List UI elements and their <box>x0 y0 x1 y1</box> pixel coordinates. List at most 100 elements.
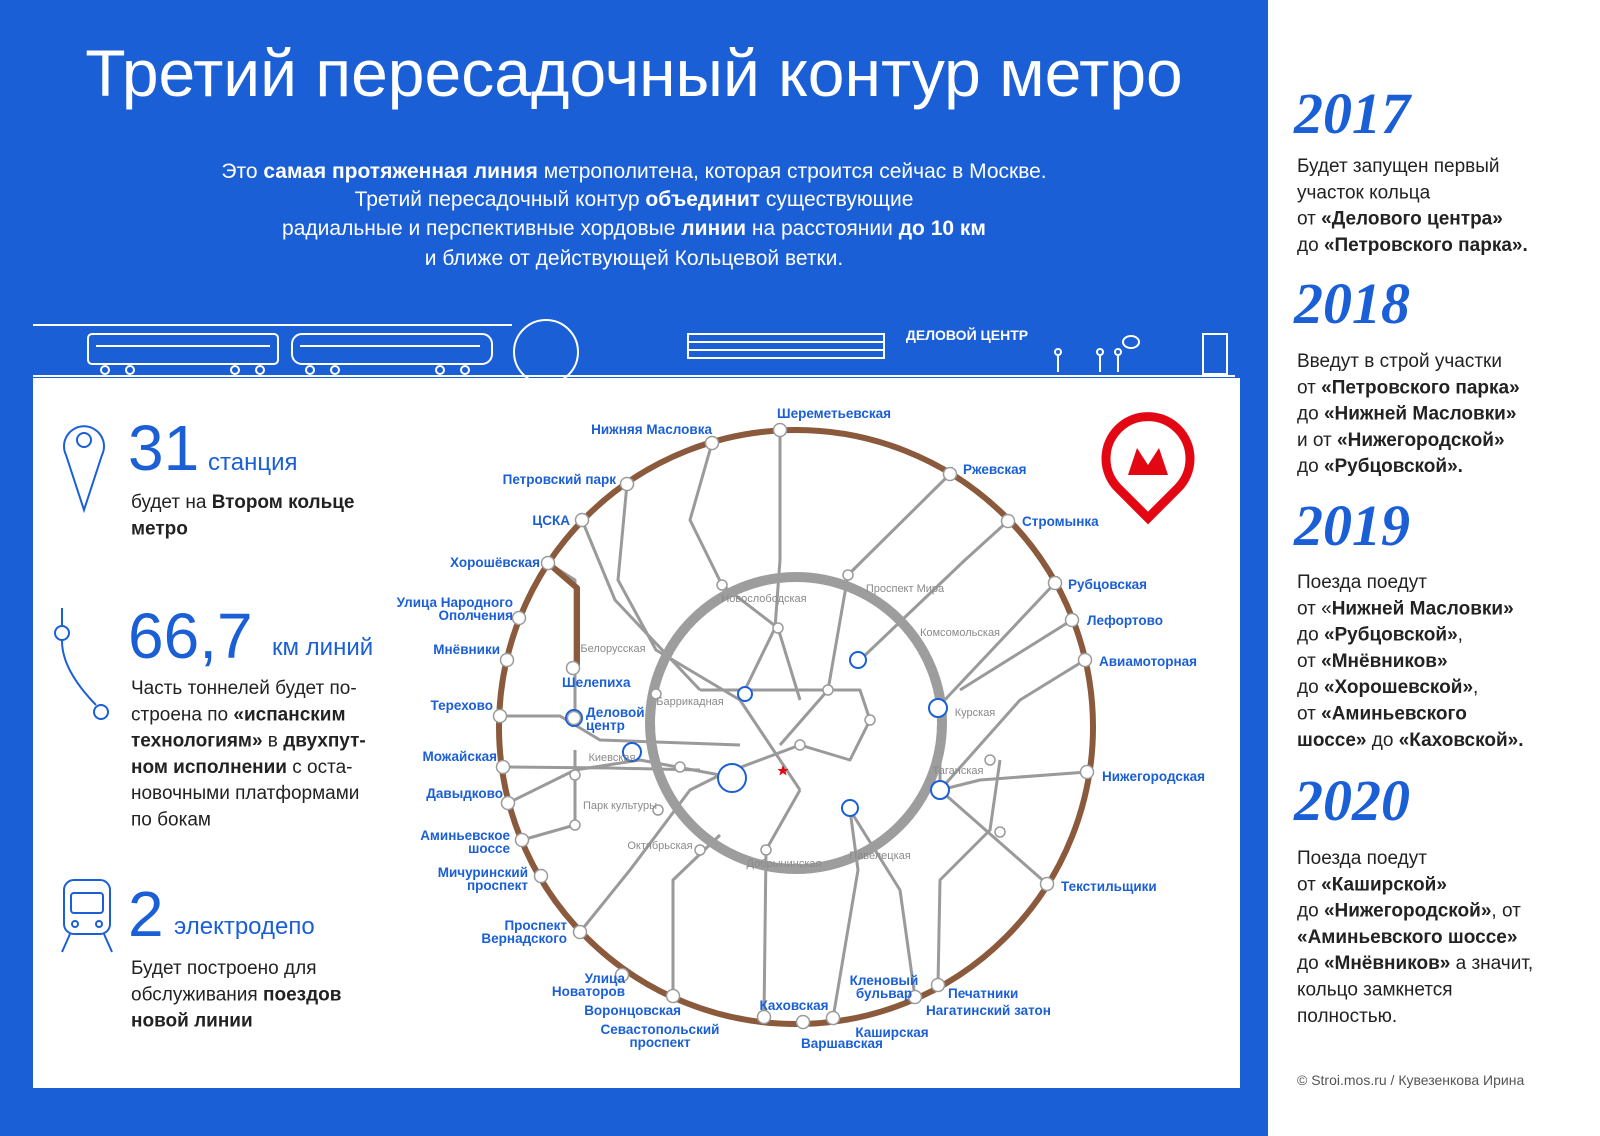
station-dot <box>1047 575 1063 591</box>
text: до <box>1297 456 1324 477</box>
station-label: Лефортово <box>1087 613 1163 628</box>
bold-text: «испанским <box>233 704 345 725</box>
station-label: Аминьевское шоссе <box>420 828 510 856</box>
station-dot <box>614 967 630 983</box>
station-label-line: Вернадского <box>481 931 567 946</box>
pin-icon <box>63 425 105 514</box>
station-label-line: Улица Народного <box>397 595 513 610</box>
timeline-text: до «Нижегородской», от <box>1297 901 1521 922</box>
text: до <box>1297 404 1324 425</box>
text: а значит, <box>1450 953 1533 974</box>
intro-line: Это самая протяженная линия метрополитен… <box>221 160 1046 183</box>
stat-text: по бокам <box>131 810 211 831</box>
bold-text: «Хорошевской» <box>1324 677 1473 698</box>
station-dot <box>825 1010 841 1026</box>
station-label: Шелепиха <box>562 675 631 690</box>
stat-text: будет на Втором кольце <box>131 492 355 513</box>
station-label: Воронцовская <box>584 1003 681 1018</box>
station-dot <box>514 832 530 848</box>
text: и ближе от действующей Кольцевой ветки. <box>425 247 843 270</box>
bold-text: объединит <box>645 188 760 211</box>
station-dot <box>540 555 556 571</box>
text: обслуживания <box>131 984 263 1005</box>
station-label-line: Улица <box>585 971 626 986</box>
text: Введут в строй участки <box>1297 351 1502 372</box>
station-label-line: проспект <box>467 878 528 893</box>
stat-text: ном исполнении с оста- <box>131 757 353 778</box>
timeline-text: Поезда поедут <box>1297 572 1427 593</box>
route-icon <box>54 608 109 720</box>
station-label-line: бульвар <box>856 986 912 1001</box>
text: до <box>1297 625 1324 646</box>
text: строена по <box>131 704 233 725</box>
station-dot <box>1077 652 1093 668</box>
text: Часть тоннелей будет по- <box>131 678 357 699</box>
text: , <box>1458 625 1463 646</box>
station-label-line: шоссе <box>468 841 510 856</box>
station-dot <box>1000 513 1016 529</box>
bold-text: «Аминьевского <box>1321 704 1467 725</box>
stat-text: технологиям» в двухпут- <box>131 731 366 752</box>
station-label-line: центр <box>586 718 625 733</box>
stat-unit: км линий <box>272 634 373 661</box>
metro-logo <box>1101 412 1195 525</box>
station-dot <box>566 710 582 726</box>
bold-text: самая протяженная линия <box>263 160 538 183</box>
text: от <box>1297 651 1321 672</box>
bold-text: «Делового центра» <box>1321 209 1503 230</box>
text: от <box>1297 874 1321 895</box>
station-label-line: Аминьевское <box>420 828 510 843</box>
timeline-text: до «Рубцовской», <box>1297 625 1463 646</box>
train-icon <box>61 879 113 953</box>
bold-text: поездов <box>263 984 341 1005</box>
station-label: Нагатинский затон <box>926 1003 1051 1018</box>
text: до <box>1297 953 1324 974</box>
minor-station-label: Баррикадная <box>656 696 723 708</box>
text: до <box>1297 235 1324 256</box>
station-dot <box>495 759 511 775</box>
station-label: Авиамоторная <box>1099 654 1197 669</box>
station-label: Варшавская <box>801 1036 883 1051</box>
bold-text: «Рубцовской». <box>1324 456 1463 477</box>
minor-station-label: Павелецкая <box>849 850 911 862</box>
timeline-text: от «Делового центра» <box>1297 209 1503 230</box>
stat-text: обслуживания поездов <box>131 984 341 1005</box>
stat-unit: станция <box>208 449 297 476</box>
minor-station-label: Парк культуры <box>583 800 657 812</box>
title: Третий пересадочный контур метро <box>85 36 1183 110</box>
stat-text: новой линии <box>131 1011 253 1032</box>
stat-text: новочными платформами <box>131 783 359 804</box>
station-dot <box>1039 876 1055 892</box>
station-label-line: Проспект <box>504 918 567 933</box>
station-label: Терехово <box>431 698 493 713</box>
text: Будет запущен первый <box>1297 156 1500 177</box>
stat-text: Будет построено для <box>131 958 316 979</box>
bold-text: «Нижегородской» <box>1337 430 1504 451</box>
text: с оста- <box>287 757 353 778</box>
interchange-marks <box>565 651 950 817</box>
station-label: Проспект Вернадского <box>481 918 567 946</box>
bold-text: «Нижней Масловки» <box>1324 404 1517 425</box>
timeline-text: от «Каширской» <box>1297 874 1447 895</box>
station-dot <box>565 660 581 676</box>
minor-station-label: Комсомольская <box>920 627 1000 639</box>
station-label: Петровский парк <box>503 472 617 487</box>
station-label-line: Севастопольский <box>601 1022 720 1037</box>
station-label: Каширская <box>855 1025 928 1040</box>
station-dot <box>665 988 681 1004</box>
station-dot <box>907 989 923 1005</box>
stat-number: 2 <box>128 878 164 950</box>
text: Поезда поедут <box>1297 572 1427 593</box>
intro-line: радиальные и перспективные хордовые лини… <box>282 217 986 240</box>
text: от « <box>1297 598 1332 619</box>
station-label: Мнёвники <box>433 642 500 657</box>
text: будет на <box>131 492 212 513</box>
station-label-line: Мичуринский <box>438 865 528 880</box>
timeline-text: до «Хорошевской», <box>1297 677 1478 698</box>
station-label: Хорошёвская <box>450 555 540 570</box>
text: от <box>1297 209 1321 230</box>
minor-station-label: Курская <box>955 707 996 719</box>
third-contour-ring <box>496 427 1096 1027</box>
